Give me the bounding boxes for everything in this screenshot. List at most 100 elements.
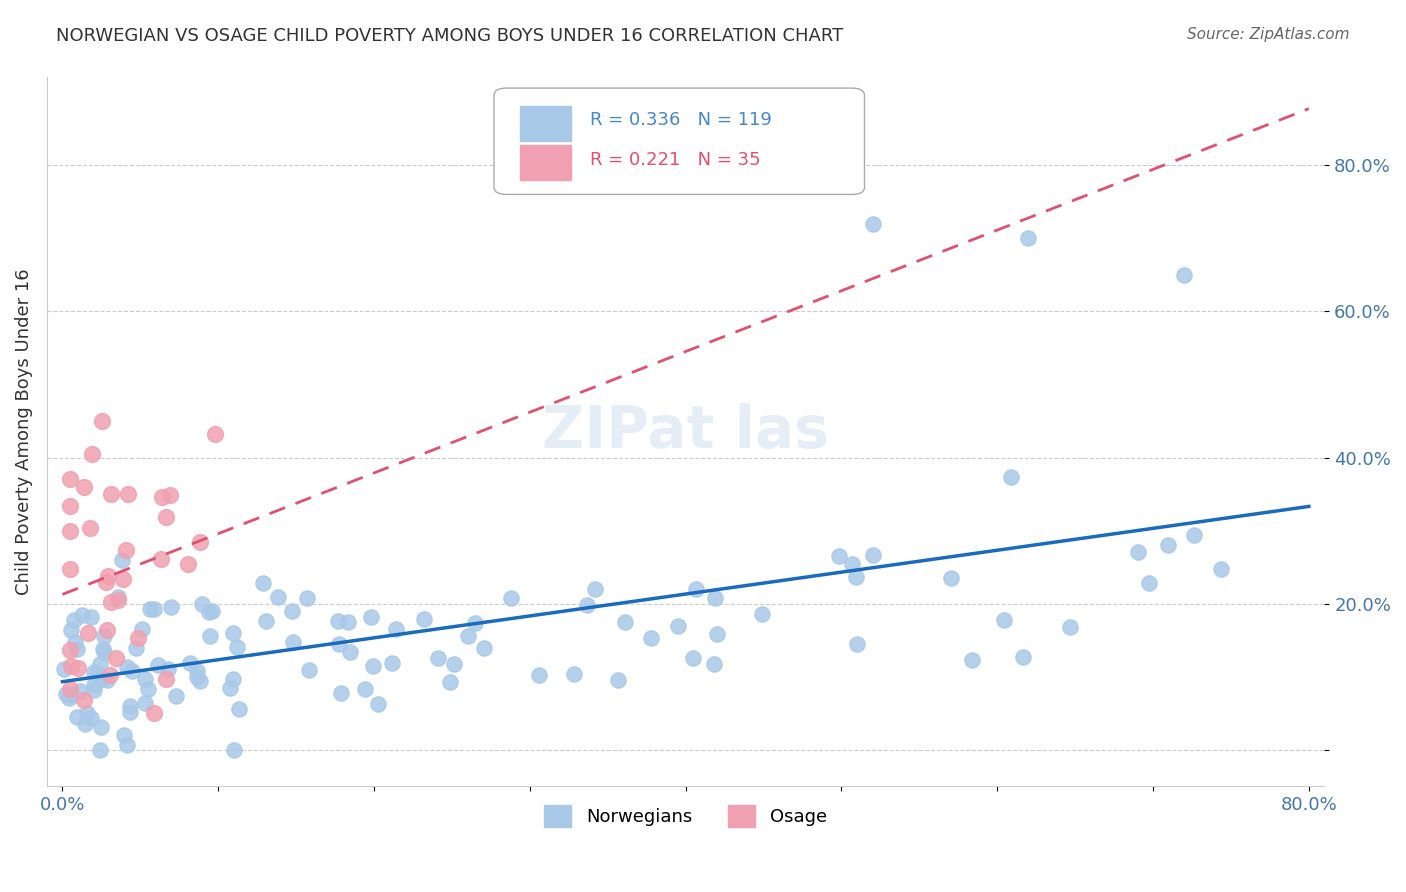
Point [155, 510, 177, 524]
Point [614, 615, 637, 629]
Point [98, 668, 121, 682]
Point [200, 629, 222, 643]
Point [328, 636, 350, 650]
Point [96, 624, 118, 638]
Point [75, 717, 97, 731]
Point [143, 602, 166, 616]
Point [1059, 620, 1081, 634]
Point [1128, 545, 1150, 559]
Point [188, 674, 211, 689]
Point [1017, 231, 1039, 245]
Point [115, 660, 138, 674]
Point [339, 645, 361, 659]
Point [751, 607, 773, 621]
Point [89, 743, 111, 757]
Point [607, 673, 630, 688]
Point [66, 661, 89, 675]
Point [222, 673, 245, 687]
Point [1173, 268, 1195, 282]
Point [120, 706, 142, 720]
Point [361, 658, 384, 673]
Legend: Norwegians, Osage: Norwegians, Osage [537, 797, 834, 834]
Point [666, 619, 689, 633]
Point [127, 632, 149, 646]
Point [228, 702, 250, 716]
Point [640, 631, 662, 645]
Point [1000, 470, 1022, 484]
FancyBboxPatch shape [494, 88, 865, 194]
Point [703, 657, 725, 671]
Point [79, 711, 101, 725]
Point [226, 640, 249, 655]
Point [93, 629, 115, 643]
Point [367, 697, 389, 711]
Point [125, 640, 148, 655]
Point [464, 616, 486, 631]
Point [360, 610, 382, 624]
Point [150, 551, 173, 566]
Text: NORWEGIAN VS OSAGE CHILD POVERTY AMONG BOYS UNDER 16 CORRELATION CHART: NORWEGIAN VS OSAGE CHILD POVERTY AMONG B… [56, 27, 844, 45]
Point [862, 217, 884, 231]
Point [443, 657, 465, 671]
Point [77, 626, 100, 640]
Point [381, 657, 404, 671]
Point [62, 613, 84, 627]
Text: ZIPat las: ZIPat las [543, 403, 830, 460]
Point [354, 682, 377, 697]
Point [186, 670, 208, 684]
Point [96, 673, 118, 688]
Point [562, 667, 585, 681]
Point [60, 624, 83, 638]
Point [1012, 650, 1035, 665]
Point [100, 595, 122, 609]
Point [66, 641, 89, 656]
Point [583, 582, 606, 596]
Point [267, 590, 290, 604]
Point [70, 607, 93, 622]
Point [76, 706, 98, 721]
Point [120, 699, 142, 714]
Point [188, 534, 211, 549]
Point [91, 642, 114, 657]
Point [59, 472, 82, 486]
Point [427, 651, 450, 665]
Point [1211, 562, 1233, 576]
Point [845, 570, 868, 584]
Point [846, 636, 869, 650]
Point [134, 672, 156, 686]
Point [298, 663, 321, 677]
Point [107, 591, 129, 605]
Point [706, 627, 728, 641]
Point [295, 591, 318, 606]
Point [117, 487, 139, 501]
Point [197, 605, 219, 619]
Point [63, 635, 86, 649]
Point [59, 524, 82, 538]
Point [69, 684, 91, 698]
Point [222, 626, 245, 640]
Point [412, 612, 434, 626]
Point [100, 487, 122, 501]
Point [439, 675, 461, 690]
Point [143, 706, 166, 721]
Point [52, 662, 75, 676]
Y-axis label: Child Poverty Among Boys Under 16: Child Poverty Among Boys Under 16 [15, 268, 32, 595]
Point [224, 743, 246, 757]
Point [204, 427, 226, 442]
Point [160, 599, 183, 614]
Point [94, 574, 117, 589]
Point [148, 657, 170, 672]
Point [179, 656, 201, 670]
Point [155, 672, 177, 686]
Point [59, 658, 82, 673]
Point [704, 591, 727, 606]
Point [219, 681, 242, 695]
Point [83, 683, 105, 698]
Point [55, 687, 77, 701]
Point [828, 549, 851, 563]
Point [60, 688, 83, 702]
Point [90, 720, 112, 734]
Point [80, 447, 103, 461]
Point [527, 668, 550, 682]
Point [186, 665, 208, 679]
